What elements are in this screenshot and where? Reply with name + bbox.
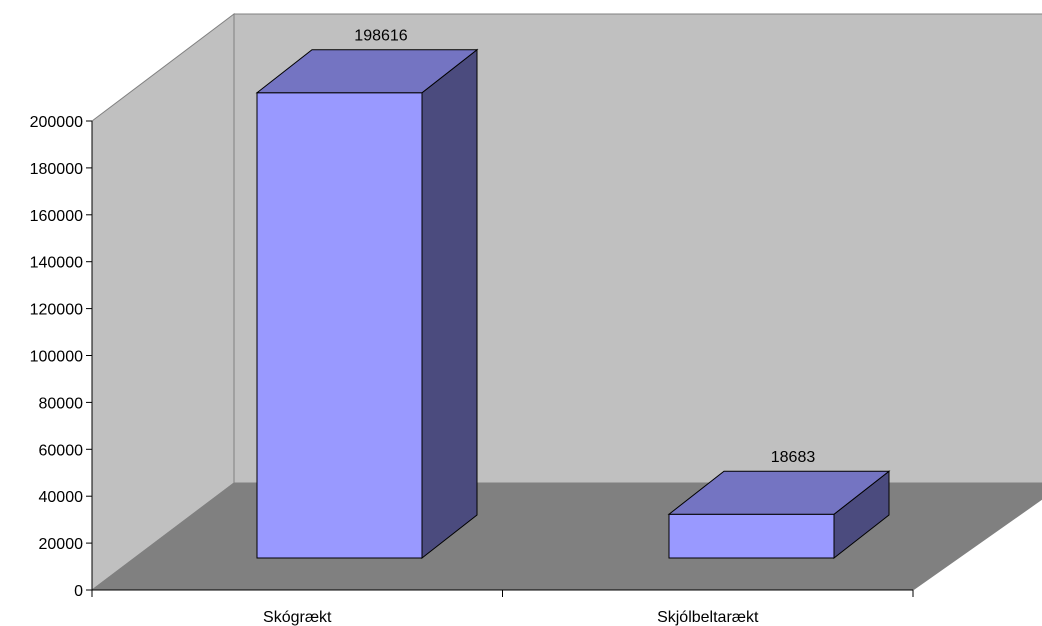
y-tick-label: 140000 [30,255,83,272]
data-label: 198616 [354,28,407,45]
bar-side-face [421,48,478,560]
bar-front-face [256,92,423,559]
floor [90,482,1042,591]
x-tick-label: Skógrækt [263,609,332,626]
y-tick-label: 100000 [30,349,83,366]
y-tick-label: 200000 [30,114,83,131]
y-tick-label: 80000 [39,395,84,412]
data-label: 18683 [771,449,816,466]
y-tick-label: 120000 [30,302,83,319]
chart-walls [90,12,1042,592]
x-tick-label: Skjólbeltarækt [657,609,759,626]
bars: 198616 18683 [255,28,891,560]
y-tick-label: 20000 [39,536,84,553]
y-tick-label: 180000 [30,161,83,178]
bar-front-face [668,513,835,559]
y-tick-label: 0 [74,583,83,600]
y-tick-label: 40000 [39,489,84,506]
y-tick-label: 160000 [30,208,83,225]
y-tick-label: 60000 [39,442,84,459]
bar-top-face [667,470,891,515]
category-axis: Skógrækt Skjólbeltarækt [91,589,914,626]
bar-2: 18683 [667,449,891,560]
bar-1: 198616 [255,28,479,560]
bar-top-face [255,49,479,94]
value-axis: 0 20000 40000 60000 80000 100000 120000 140000 1… [30,114,93,600]
